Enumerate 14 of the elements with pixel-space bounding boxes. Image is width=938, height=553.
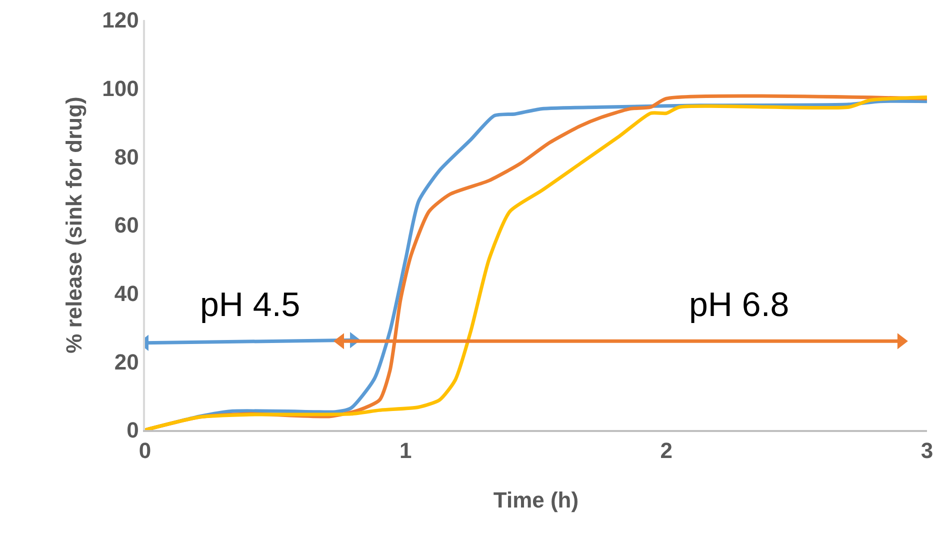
x-tick-label: 3: [920, 438, 934, 464]
y-tick-label: 80: [114, 144, 139, 170]
annotation: pH 6.8: [689, 286, 790, 324]
x-tick-label: 1: [400, 438, 412, 464]
y-tick-label: 0: [126, 418, 139, 443]
y-tick-label: 100: [102, 76, 139, 102]
y-tick-label: 40: [114, 281, 139, 306]
y-tick-label: 60: [114, 212, 139, 238]
x-axis-title: Time (h): [493, 488, 579, 513]
y-tick-label: 20: [114, 349, 139, 374]
x-tick-label: 2: [660, 438, 672, 464]
annotation: pH 4.5: [200, 286, 300, 324]
y-axis-title: % release (sink for drug): [61, 96, 86, 354]
y-tick-label: 120: [102, 8, 139, 33]
